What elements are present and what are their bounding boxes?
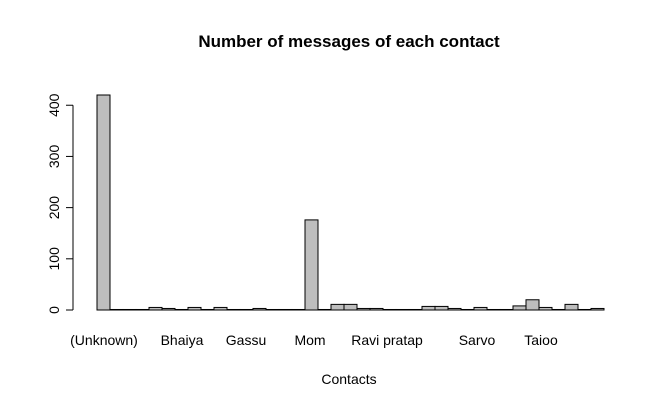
bar-33	[525, 299, 540, 311]
x-tick-label-0: (Unknown)	[70, 332, 138, 348]
bar-10	[226, 308, 241, 311]
bar-6	[174, 308, 189, 311]
bar-21	[369, 307, 384, 311]
x-tick-label-16: Mom	[294, 332, 325, 348]
bar-35	[551, 308, 566, 311]
bar-7	[187, 306, 202, 311]
bar-11	[239, 308, 254, 311]
bar-16	[304, 219, 319, 311]
bar-5	[161, 307, 176, 311]
bar-34	[538, 306, 553, 311]
bar-12	[252, 307, 267, 311]
bar-23	[395, 308, 410, 311]
y-tick-label-200: 200	[46, 196, 62, 220]
bar-25	[421, 305, 436, 311]
bar-19	[343, 303, 358, 311]
bar-28	[460, 308, 475, 311]
bar-2	[122, 308, 137, 311]
x-axis-label: Contacts	[321, 371, 376, 387]
bar-1	[109, 308, 124, 311]
y-axis: 0 100 200 300 400	[46, 93, 74, 314]
bar-4	[148, 306, 163, 311]
bar-27	[447, 307, 462, 311]
bar-36	[564, 303, 579, 311]
bar-38	[590, 307, 605, 311]
x-tick-label-8: Gassu	[226, 332, 266, 348]
y-tick-label-400: 400	[46, 93, 62, 117]
bar-9	[213, 306, 228, 311]
bar-20	[356, 307, 371, 311]
bar-22	[382, 308, 397, 311]
bar-3	[135, 308, 150, 311]
bar-30	[486, 308, 501, 311]
bar-13	[265, 308, 280, 311]
y-tick-label-0: 0	[46, 306, 62, 314]
bar-8	[200, 308, 215, 311]
y-tick-label-300: 300	[46, 145, 62, 169]
bar-15	[291, 308, 306, 311]
x-tick-label-4: Bhaiya	[161, 332, 204, 348]
y-tick-label-100: 100	[46, 247, 62, 271]
x-tick-label-33: Taioo	[524, 332, 558, 348]
bar-29	[473, 306, 488, 311]
x-tick-label-28: Sarvo	[459, 332, 496, 348]
bar-37	[577, 308, 592, 311]
x-axis-labels: (Unknown) Bhaiya Gassu Mom Ravi pratap Sarvo T…	[70, 332, 558, 348]
bar-0	[96, 94, 111, 311]
bar-17	[317, 308, 332, 311]
bar-26	[434, 305, 449, 311]
bar-32	[512, 305, 527, 311]
bar-14	[278, 308, 293, 311]
bar-18	[330, 303, 345, 311]
bar-31	[499, 308, 514, 311]
bars-group	[96, 94, 605, 311]
chart-title: Number of messages of each contact	[198, 32, 500, 51]
x-tick-label-20: Ravi pratap	[351, 332, 423, 348]
bar-24	[408, 308, 423, 311]
